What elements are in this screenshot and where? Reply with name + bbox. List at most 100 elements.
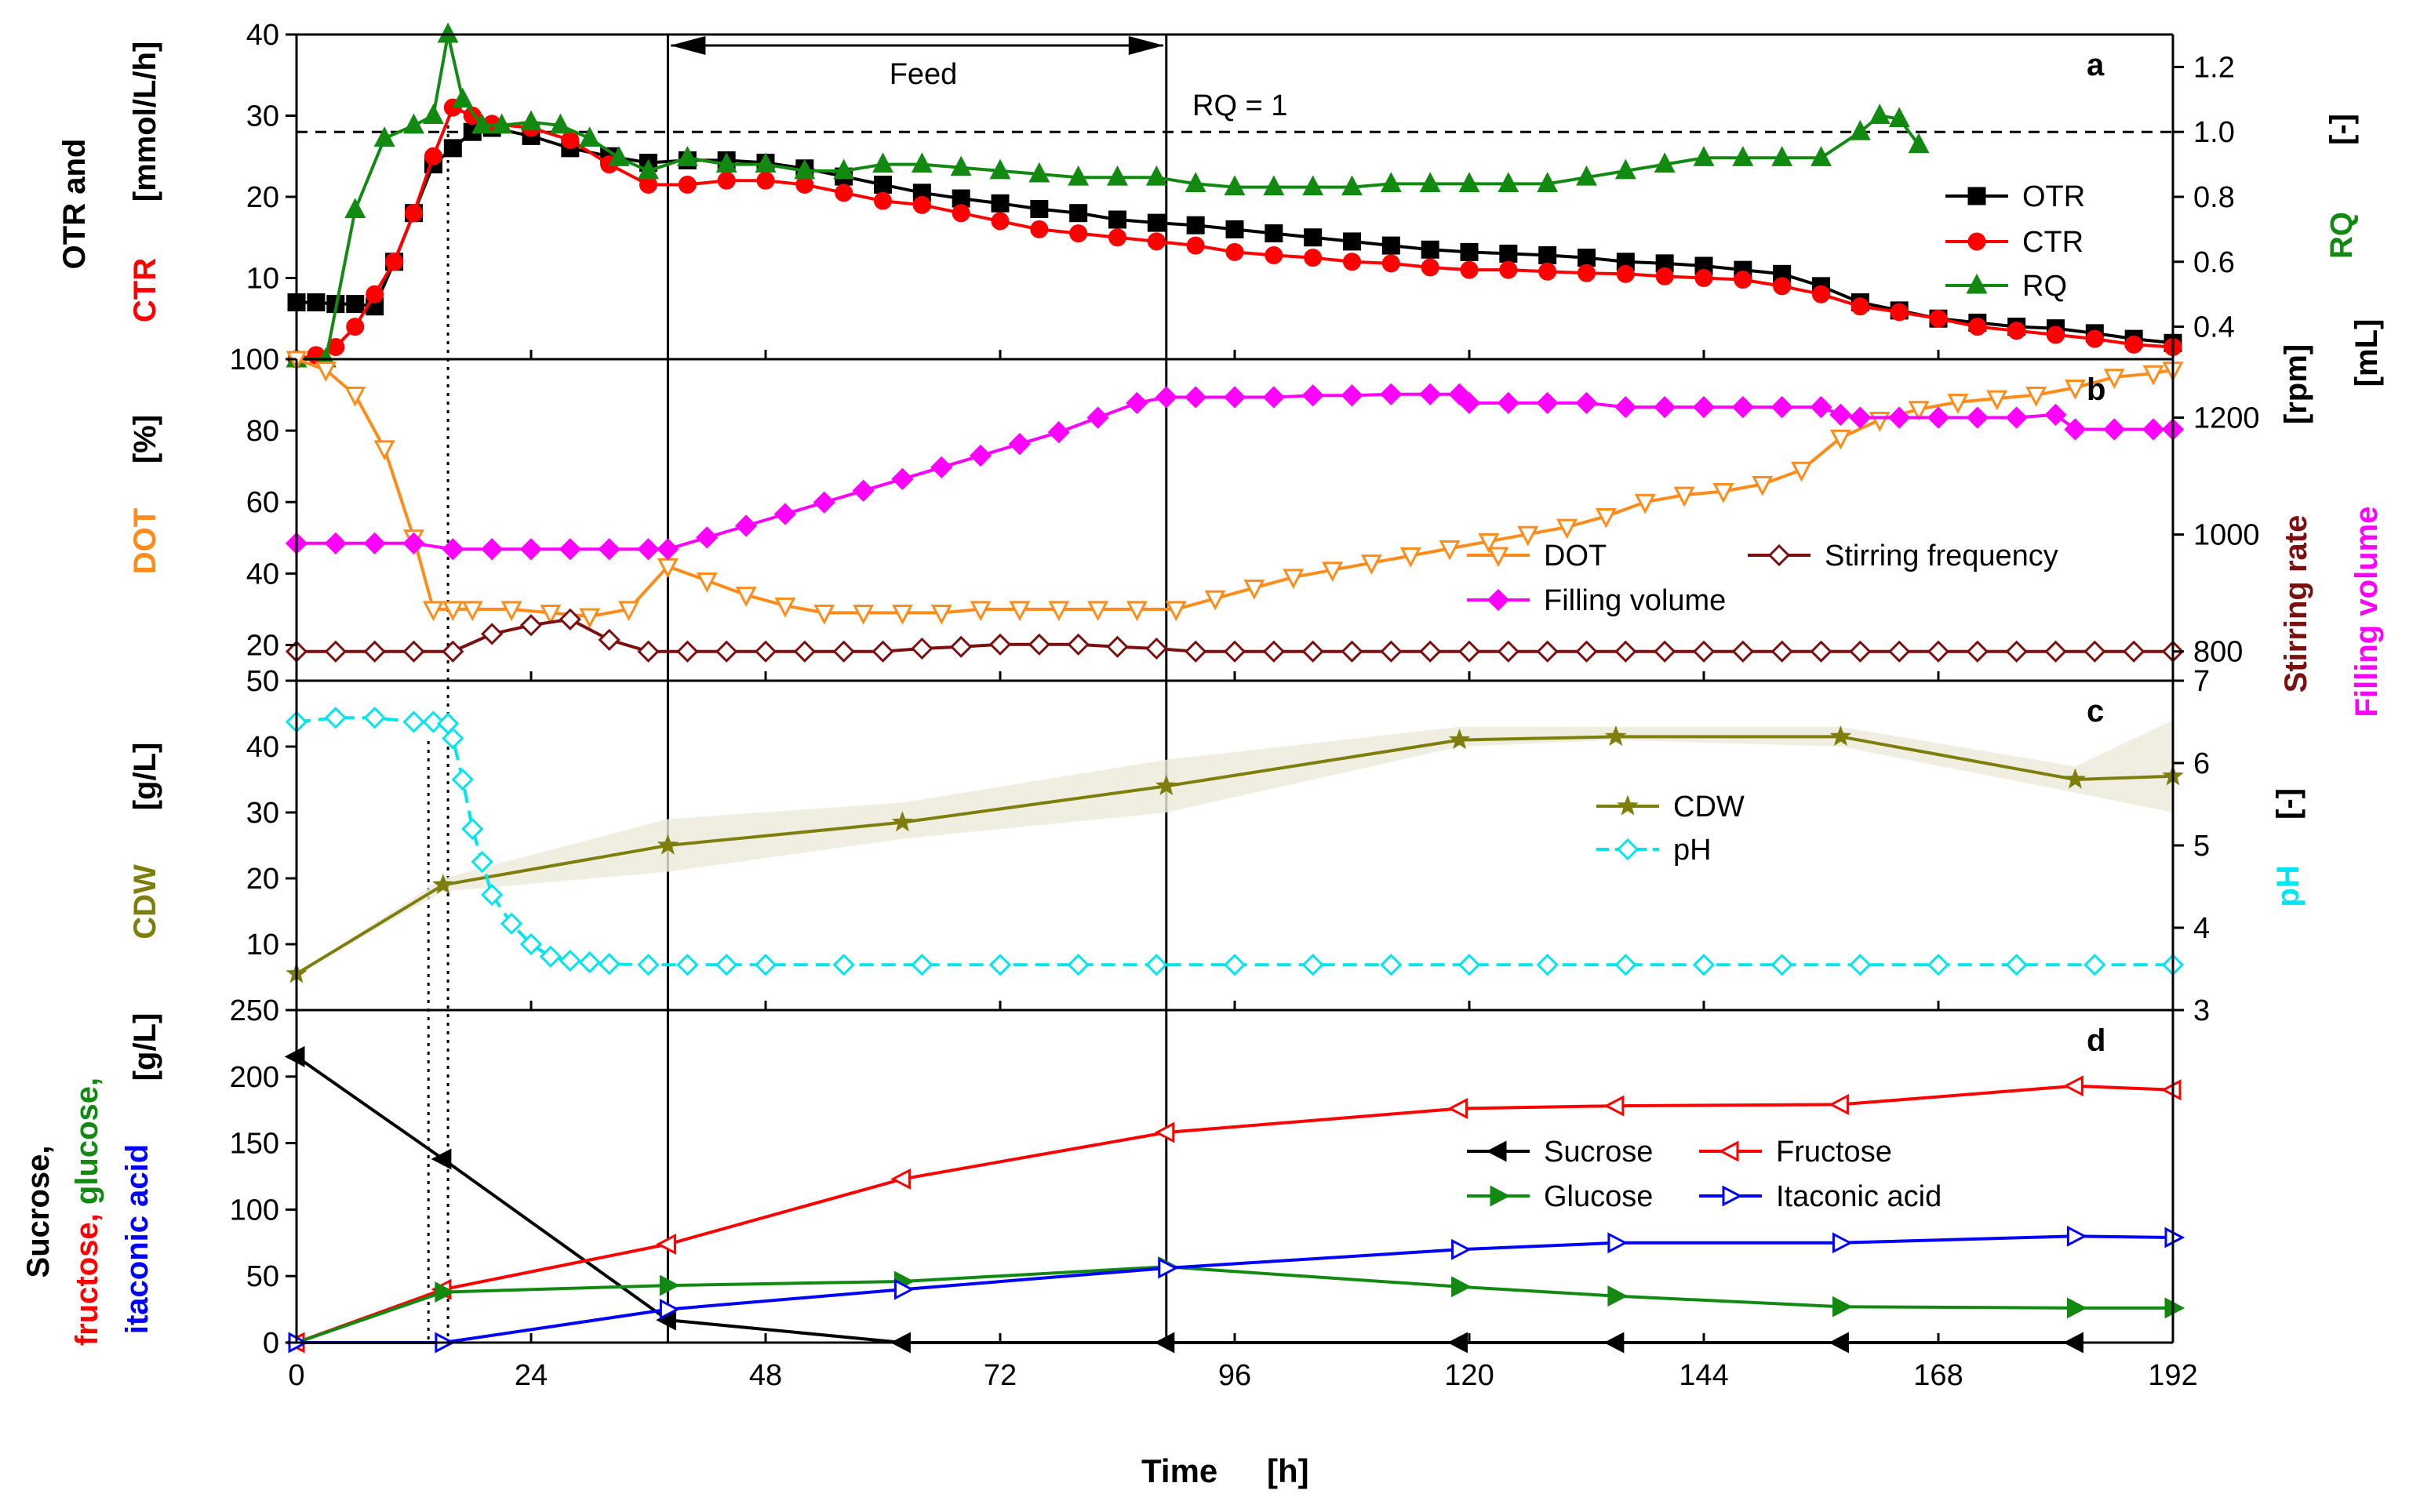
data-point-ctr: [874, 191, 892, 210]
data-point-stirring-frequency: [1262, 640, 1285, 663]
legend-marker: [1617, 794, 1639, 816]
left-tick-label: 40: [246, 19, 279, 52]
data-point-rq: [1849, 119, 1871, 140]
data-point-rq: [452, 87, 474, 108]
data-point-stirring-frequency: [676, 640, 699, 663]
data-point-filling-volume: [363, 532, 386, 554]
data-point-ctr: [835, 184, 853, 202]
left-tick-label: 150: [230, 1128, 279, 1161]
data-point-rq: [1811, 146, 1832, 166]
data-point-dot: [344, 387, 366, 407]
data-point-dot: [2025, 387, 2047, 407]
panel-letter-a: a: [2087, 48, 2105, 82]
data-point-otr: [1381, 236, 1400, 255]
data-point-ph: [442, 727, 464, 750]
right-tick-label: 1000: [2193, 519, 2260, 552]
data-point-rq: [1302, 175, 1324, 196]
data-point-ctr: [1147, 232, 1166, 251]
data-point-otr: [1265, 224, 1283, 243]
data-point-itaconic-acid: [893, 1278, 915, 1300]
x-tick-label: 24: [515, 1359, 548, 1392]
data-point-dot: [930, 604, 952, 625]
series-line-rq: [297, 34, 1920, 361]
data-point-ctr: [952, 204, 970, 223]
data-point-ph: [559, 949, 581, 972]
data-point-filling-volume: [1966, 406, 1989, 429]
data-point-stirring-frequency: [715, 640, 738, 663]
data-point-ph: [324, 707, 347, 729]
right-tick-label: 5: [2193, 830, 2210, 863]
data-point-dot: [1712, 483, 1734, 503]
data-point-otr: [991, 194, 1010, 213]
data-point-rq: [1908, 133, 1930, 154]
data-point-filling-volume: [1341, 384, 1363, 407]
data-point-filling-volume: [559, 538, 581, 561]
data-point-ctr: [756, 171, 775, 190]
data-point-filling-volume: [1692, 396, 1716, 419]
data-point-rq: [989, 158, 1011, 180]
data-point-filling-volume: [1419, 383, 1442, 405]
data-point-ph: [1849, 954, 1872, 976]
data-point-cdw: [657, 834, 679, 855]
data-point-filling-volume: [324, 532, 347, 554]
data-point-filling-volume: [813, 491, 835, 514]
data-point-filling-volume: [2103, 418, 2126, 441]
data-point-itaconic-acid: [659, 1299, 680, 1321]
data-point-ctr: [1108, 228, 1126, 247]
data-point-dot: [774, 597, 796, 618]
left-tick-label: 80: [246, 415, 279, 448]
data-point-stirring-frequency: [1849, 640, 1872, 663]
left-tick-label: 20: [246, 181, 279, 214]
data-point-stirring-frequency: [1692, 640, 1716, 663]
data-point-ph: [754, 954, 777, 976]
data-point-dot: [373, 440, 395, 461]
data-point-filling-volume: [1126, 391, 1148, 415]
right-tick-label: 0.6: [2193, 246, 2235, 279]
legend-marker: [1718, 1140, 1739, 1162]
x-tick-label: 120: [1444, 1359, 1494, 1392]
data-point-ctr: [1929, 309, 1948, 328]
data-point-ctr: [346, 318, 365, 336]
data-point-ctr: [2047, 325, 2065, 344]
left-tick-label: 30: [246, 797, 279, 830]
data-point-rq: [403, 113, 424, 134]
feed-arrow-head: [670, 36, 706, 55]
data-point-ctr: [1655, 267, 1674, 285]
data-point-dot: [1908, 401, 1930, 422]
legend-label: RQ: [2022, 270, 2067, 303]
data-point-rq: [715, 152, 737, 173]
data-point-otr: [1343, 232, 1361, 251]
data-point-rq: [794, 158, 816, 180]
data-point-rq: [1614, 158, 1636, 180]
series-line-glucose: [296, 1265, 2173, 1344]
data-point-ph: [1614, 954, 1637, 976]
data-point-ph: [598, 953, 620, 976]
data-point-rq: [1576, 165, 1597, 186]
data-point-ctr: [1225, 242, 1244, 261]
panel-b-ylabel-rpm: [rpm]: [2279, 344, 2313, 424]
legend-label: Sucrose: [1544, 1136, 1653, 1169]
legend-marker: [1487, 588, 1510, 612]
data-point-stirring-frequency: [2044, 640, 2067, 663]
data-point-fructose: [1603, 1095, 1625, 1117]
data-point-stirring-frequency: [1888, 640, 1911, 663]
data-point-rq: [422, 104, 444, 124]
x-tick-label: 192: [2148, 1359, 2197, 1392]
data-point-dot: [442, 601, 464, 622]
data-point-dot: [1165, 601, 1187, 622]
data-point-filling-volume: [1731, 396, 1754, 419]
right-tick-label: 4: [2193, 912, 2210, 945]
data-point-otr: [1225, 220, 1244, 238]
data-point-rq: [1888, 107, 1910, 128]
data-point-dot: [2142, 365, 2164, 386]
data-point-filling-volume: [1262, 386, 1285, 409]
data-point-ctr: [561, 131, 580, 150]
data-point-stirring-frequency: [324, 640, 347, 663]
data-point-dot: [1478, 532, 1500, 554]
data-point-ctr: [1734, 271, 1752, 289]
data-point-stirring-frequency: [1731, 640, 1754, 663]
left-tick-label: 10: [246, 929, 279, 961]
data-point-filling-volume: [2005, 406, 2028, 429]
data-point-stirring-frequency: [363, 640, 386, 663]
data-point-filling-volume: [1086, 406, 1109, 429]
